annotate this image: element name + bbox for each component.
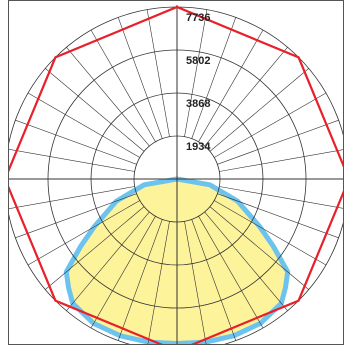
grid-spoke xyxy=(204,47,288,147)
grid-spoke xyxy=(45,68,145,152)
grid-spoke xyxy=(184,9,208,137)
grid-spoke xyxy=(214,92,327,158)
grid-spoke xyxy=(191,17,237,139)
grid-spoke xyxy=(90,216,156,329)
grid-spoke xyxy=(191,219,237,341)
grid-spoke xyxy=(147,221,170,344)
grid-spoke xyxy=(9,186,135,209)
ring-label: 1934 xyxy=(186,141,211,153)
grid-spoke xyxy=(209,206,309,290)
grid-spoke xyxy=(15,193,137,239)
grid-spoke xyxy=(184,221,207,344)
grid-spoke xyxy=(219,186,343,209)
grid-spoke xyxy=(90,29,156,142)
grid-spoke xyxy=(146,9,170,137)
ring-label: 3868 xyxy=(186,98,210,110)
ring-label: 5802 xyxy=(186,55,210,67)
series-outline-curve xyxy=(9,5,343,344)
grid-spoke xyxy=(209,68,309,152)
grid-spoke xyxy=(219,149,343,172)
grid-spoke xyxy=(15,119,137,165)
grid-spoke xyxy=(198,216,264,329)
grid-spoke xyxy=(66,211,150,311)
grid-spoke xyxy=(217,119,339,165)
ring-label: 7736 xyxy=(186,12,210,24)
grid-spoke xyxy=(214,200,327,266)
grid-spoke xyxy=(198,29,264,142)
grid-spoke xyxy=(27,92,140,158)
grid-spoke xyxy=(117,17,163,139)
grid-spoke xyxy=(45,206,145,290)
grid-spoke xyxy=(66,47,150,147)
grid-spoke xyxy=(27,200,140,266)
grid-spoke xyxy=(217,193,339,239)
grid-spoke xyxy=(9,149,135,172)
grid-spoke xyxy=(117,219,163,341)
grid-spoke xyxy=(204,211,288,311)
